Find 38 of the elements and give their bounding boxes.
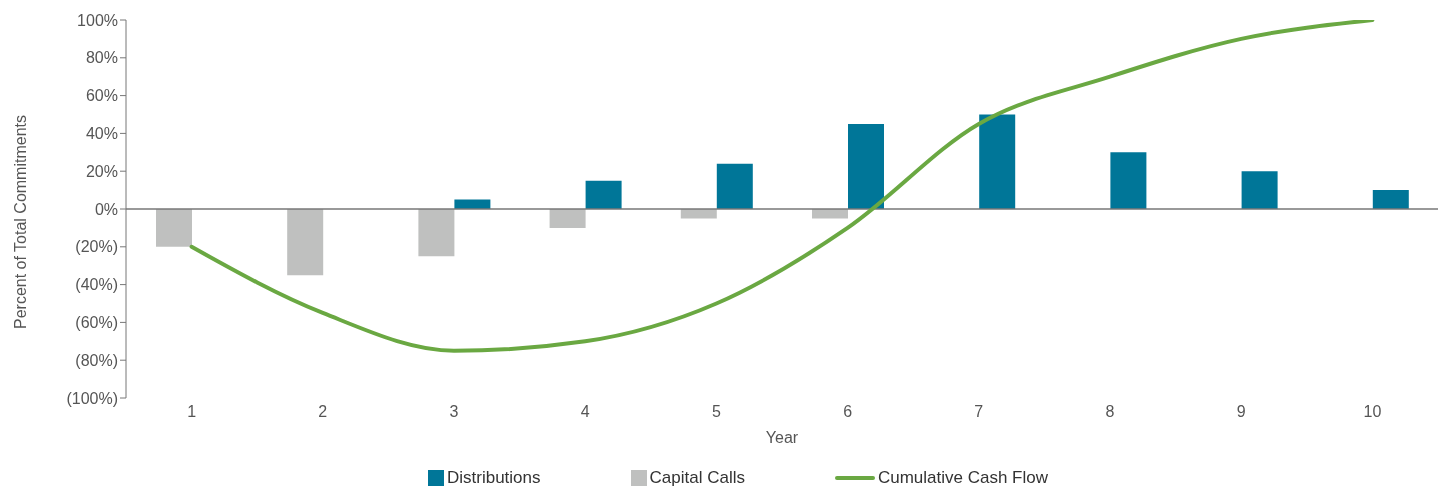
bar bbox=[549, 209, 586, 228]
bar bbox=[1372, 190, 1409, 209]
y-tick-label: 0% bbox=[94, 200, 118, 218]
x-tick-label: 9 bbox=[1236, 403, 1246, 421]
y-tick-label: 40% bbox=[85, 125, 118, 143]
bar bbox=[979, 114, 1016, 209]
y-axis-title: Percent of Total Commitments bbox=[11, 114, 29, 329]
y-tick-label: (40%) bbox=[75, 276, 118, 294]
x-tick-label: 3 bbox=[449, 403, 459, 421]
legend-label: Cumulative Cash Flow bbox=[877, 468, 1049, 488]
bar bbox=[287, 209, 324, 276]
y-tick-label: 80% bbox=[85, 49, 118, 67]
x-tick-label: 1 bbox=[187, 403, 197, 421]
x-tick-label: 6 bbox=[843, 403, 853, 421]
bar bbox=[1110, 152, 1147, 209]
bar bbox=[418, 209, 455, 257]
y-tick-label: (60%) bbox=[75, 314, 118, 332]
line-series bbox=[189, 20, 1375, 353]
y-tick-label: 100% bbox=[77, 11, 118, 29]
legend-label: Distributions bbox=[446, 468, 541, 488]
x-axis-title: Year bbox=[765, 429, 799, 447]
x-tick-label: 5 bbox=[711, 403, 721, 421]
y-tick-label: (100%) bbox=[66, 389, 118, 407]
bar bbox=[585, 180, 622, 209]
bar bbox=[156, 209, 192, 247]
y-tick-label: 60% bbox=[85, 87, 118, 105]
legend-label: Capital Calls bbox=[649, 468, 745, 488]
bar bbox=[1241, 171, 1278, 209]
x-tick-label: 10 bbox=[1363, 403, 1382, 421]
bar bbox=[716, 163, 753, 209]
bar bbox=[848, 123, 884, 209]
x-tick-label: 7 bbox=[974, 403, 984, 421]
x-tick-label: 8 bbox=[1105, 403, 1115, 421]
y-tick-label: (80%) bbox=[75, 351, 118, 369]
x-tick-label: 2 bbox=[318, 403, 328, 421]
x-tick-label: 4 bbox=[580, 403, 590, 421]
y-tick-label: (20%) bbox=[75, 238, 118, 256]
y-tick-label: 20% bbox=[85, 162, 118, 180]
